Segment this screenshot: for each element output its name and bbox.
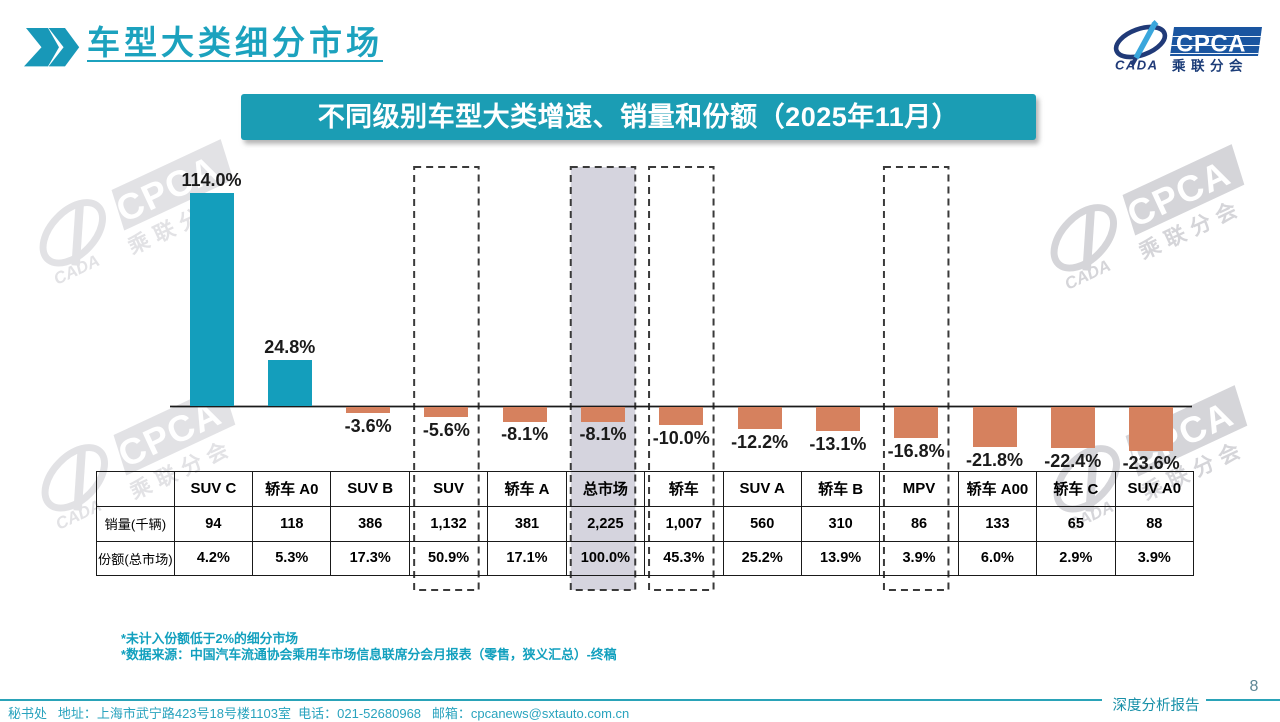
svg-text:乘联分会: 乘联分会 — [1171, 58, 1248, 74]
svg-text:CADA: CADA — [1115, 58, 1159, 73]
svg-text:CPCA: CPCA — [1176, 31, 1246, 58]
